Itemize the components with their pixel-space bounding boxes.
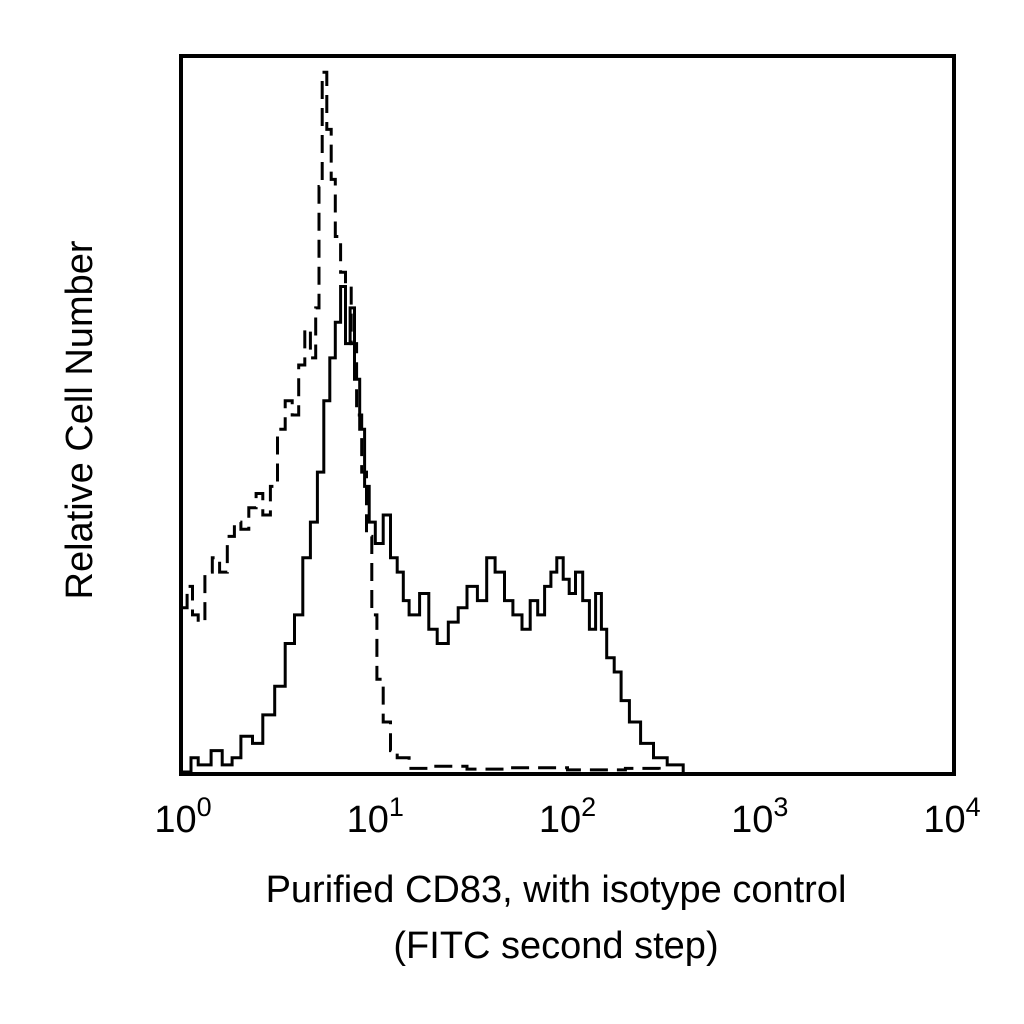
- x-tick-label-4: 104: [923, 792, 980, 841]
- x-tick-label-2: 102: [539, 792, 596, 841]
- cd83-histogram: [183, 285, 685, 774]
- x-tick-label-1: 101: [347, 792, 404, 841]
- x-axis-label-line1: Purified CD83, with isotype control: [266, 869, 847, 911]
- plot-frame: [179, 54, 956, 776]
- x-tick-labels: 100 101 102 103 104: [154, 792, 980, 841]
- x-tick-label-3: 103: [731, 792, 788, 841]
- isotype-control-histogram: [183, 70, 661, 772]
- y-axis-label: Relative Cell Number: [59, 240, 101, 599]
- x-tick-label-0: 100: [154, 792, 211, 841]
- x-axis-label-line2: (FITC second step): [393, 925, 718, 967]
- series-layer: [183, 70, 685, 774]
